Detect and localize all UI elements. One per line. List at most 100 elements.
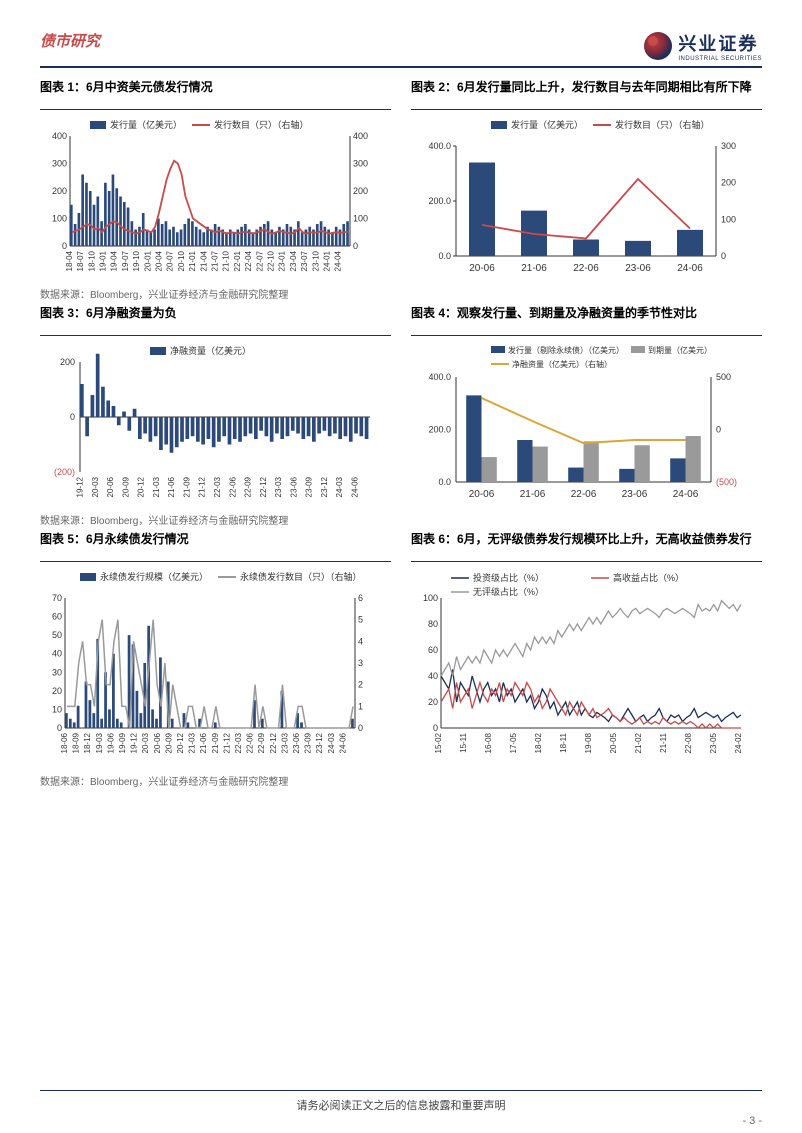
svg-text:200: 200 [52, 186, 67, 196]
svg-text:(200): (200) [54, 467, 75, 477]
svg-text:20-12: 20-12 [176, 732, 185, 753]
svg-text:21-10: 21-10 [222, 250, 231, 271]
svg-text:19-12: 19-12 [76, 476, 85, 497]
svg-text:23-12: 23-12 [320, 476, 329, 497]
svg-text:20-06: 20-06 [469, 489, 495, 500]
svg-text:0: 0 [433, 723, 438, 733]
chart-3-title: 图表 3：6月净融资量为负 [40, 304, 391, 336]
svg-text:21-06: 21-06 [167, 476, 176, 497]
svg-text:19-08: 19-08 [584, 732, 593, 753]
svg-text:1: 1 [358, 701, 363, 711]
svg-text:24-04: 24-04 [334, 250, 343, 271]
svg-text:18-02: 18-02 [534, 732, 543, 753]
svg-text:21-11: 21-11 [659, 732, 668, 752]
svg-text:22-07: 22-07 [255, 250, 264, 271]
svg-text:70: 70 [52, 593, 62, 603]
svg-text:21-12: 21-12 [198, 476, 207, 497]
svg-text:18-11: 18-11 [559, 732, 568, 752]
svg-text:0: 0 [353, 241, 358, 251]
svg-text:21-01: 21-01 [188, 250, 197, 271]
chart-4: 图表 4：观察发行量、到期量及净融资量的季节性对比 发行量（剔除永续债）（亿美元… [411, 304, 762, 507]
svg-text:300: 300 [52, 159, 67, 169]
svg-text:5: 5 [358, 615, 363, 625]
svg-text:23-05: 23-05 [709, 732, 718, 753]
svg-text:20-07: 20-07 [166, 250, 175, 271]
page-number: - 3 - [742, 1115, 762, 1127]
svg-text:10: 10 [52, 704, 62, 714]
svg-text:20-03: 20-03 [91, 476, 100, 497]
chart-6: 图表 6：6月，无评级债券发行规模环比上升，无高收益债券发行 投资级占比（%） 高… [411, 530, 762, 768]
svg-text:200.0: 200.0 [428, 196, 451, 206]
svg-text:18-07: 18-07 [76, 250, 85, 271]
svg-text:400.0: 400.0 [428, 372, 451, 382]
svg-text:200: 200 [353, 186, 368, 196]
chart-6-title: 图表 6：6月，无评级债券发行规模环比上升，无高收益债券发行 [411, 530, 762, 562]
svg-text:24-03: 24-03 [335, 476, 344, 497]
svg-text:20-01: 20-01 [143, 250, 152, 271]
svg-text:(500): (500) [716, 477, 737, 487]
svg-text:60: 60 [428, 645, 438, 655]
svg-text:无评级占比（%）: 无评级占比（%） [473, 586, 544, 597]
chart-4-title: 图表 4：观察发行量、到期量及净融资量的季节性对比 [411, 304, 762, 336]
svg-text:22-01: 22-01 [233, 250, 242, 271]
svg-text:23-06: 23-06 [625, 263, 651, 274]
svg-text:400: 400 [353, 131, 368, 141]
chart-1-title: 图表 1：6月中资美元债发行情况 [40, 78, 391, 110]
svg-text:200: 200 [721, 178, 736, 188]
svg-text:16-08: 16-08 [484, 732, 493, 753]
svg-text:净融资量（亿美元）（右轴）: 净融资量（亿美元）（右轴） [512, 359, 612, 369]
section-title: 债市研究 [40, 30, 100, 51]
svg-text:永续债发行规模（亿美元）: 永续债发行规模（亿美元） [100, 571, 208, 582]
svg-text:100: 100 [423, 593, 438, 603]
svg-text:21-04: 21-04 [199, 250, 208, 271]
svg-text:23-10: 23-10 [311, 250, 320, 271]
svg-text:24-06: 24-06 [677, 263, 703, 274]
svg-text:20-06: 20-06 [106, 476, 115, 497]
svg-text:19-06: 19-06 [106, 732, 115, 753]
svg-text:20-03: 20-03 [141, 732, 150, 753]
svg-text:0: 0 [721, 251, 726, 261]
svg-text:22-06: 22-06 [571, 489, 597, 500]
svg-text:21-03: 21-03 [152, 476, 161, 497]
svg-text:24-03: 24-03 [327, 732, 336, 753]
svg-text:永续债发行数目（只）（右轴）: 永续债发行数目（只）（右轴） [240, 571, 362, 582]
svg-text:20-09: 20-09 [164, 732, 173, 753]
svg-text:24-06: 24-06 [350, 476, 359, 497]
svg-text:24-06: 24-06 [338, 732, 347, 753]
svg-text:23-06: 23-06 [292, 732, 301, 753]
svg-text:0.0: 0.0 [438, 477, 451, 487]
svg-text:21-12: 21-12 [222, 732, 231, 753]
svg-text:20: 20 [428, 697, 438, 707]
svg-text:21-09: 21-09 [182, 476, 191, 497]
svg-text:22-08: 22-08 [684, 732, 693, 753]
svg-text:发行数目（只）（右轴）: 发行数目（只）（右轴） [214, 119, 309, 130]
source-1: 数据来源：Bloomberg，兴业证券经济与金融研究院整理 [40, 286, 762, 301]
company-logo: 兴业证券 INDUSTRIAL SECURITIES [644, 30, 762, 62]
svg-text:100: 100 [353, 214, 368, 224]
logo-en: INDUSTRIAL SECURITIES [678, 56, 762, 62]
svg-text:22-10: 22-10 [266, 250, 275, 271]
chart-2-title: 图表 2：6月发行量同比上升，发行数目与去年同期相比有所下降 [411, 78, 762, 110]
logo-cn: 兴业证券 [678, 30, 762, 56]
svg-text:22-03: 22-03 [213, 476, 222, 497]
svg-text:40: 40 [52, 649, 62, 659]
svg-text:0: 0 [62, 241, 67, 251]
svg-text:22-12: 22-12 [259, 476, 268, 497]
svg-text:23-07: 23-07 [300, 250, 309, 271]
svg-text:22-06: 22-06 [573, 263, 599, 274]
svg-text:高收益占比（%）: 高收益占比（%） [613, 572, 684, 583]
svg-text:22-04: 22-04 [244, 250, 253, 271]
svg-text:100: 100 [52, 214, 67, 224]
svg-text:22-12: 22-12 [269, 732, 278, 753]
svg-text:30: 30 [52, 667, 62, 677]
svg-text:21-06: 21-06 [520, 489, 546, 500]
svg-text:20-06: 20-06 [153, 732, 162, 753]
svg-text:20-12: 20-12 [137, 476, 146, 497]
svg-text:23-12: 23-12 [315, 732, 324, 753]
chart-1: 图表 1：6月中资美元债发行情况 发行量（亿美元）发行数目（只）（右轴）0100… [40, 78, 391, 281]
svg-text:23-09: 23-09 [305, 476, 314, 497]
svg-text:20-04: 20-04 [154, 250, 163, 271]
svg-text:发行量（亿美元）: 发行量（亿美元） [511, 119, 583, 130]
svg-text:15-11: 15-11 [459, 732, 468, 752]
svg-text:投资级占比（%）: 投资级占比（%） [473, 572, 544, 583]
